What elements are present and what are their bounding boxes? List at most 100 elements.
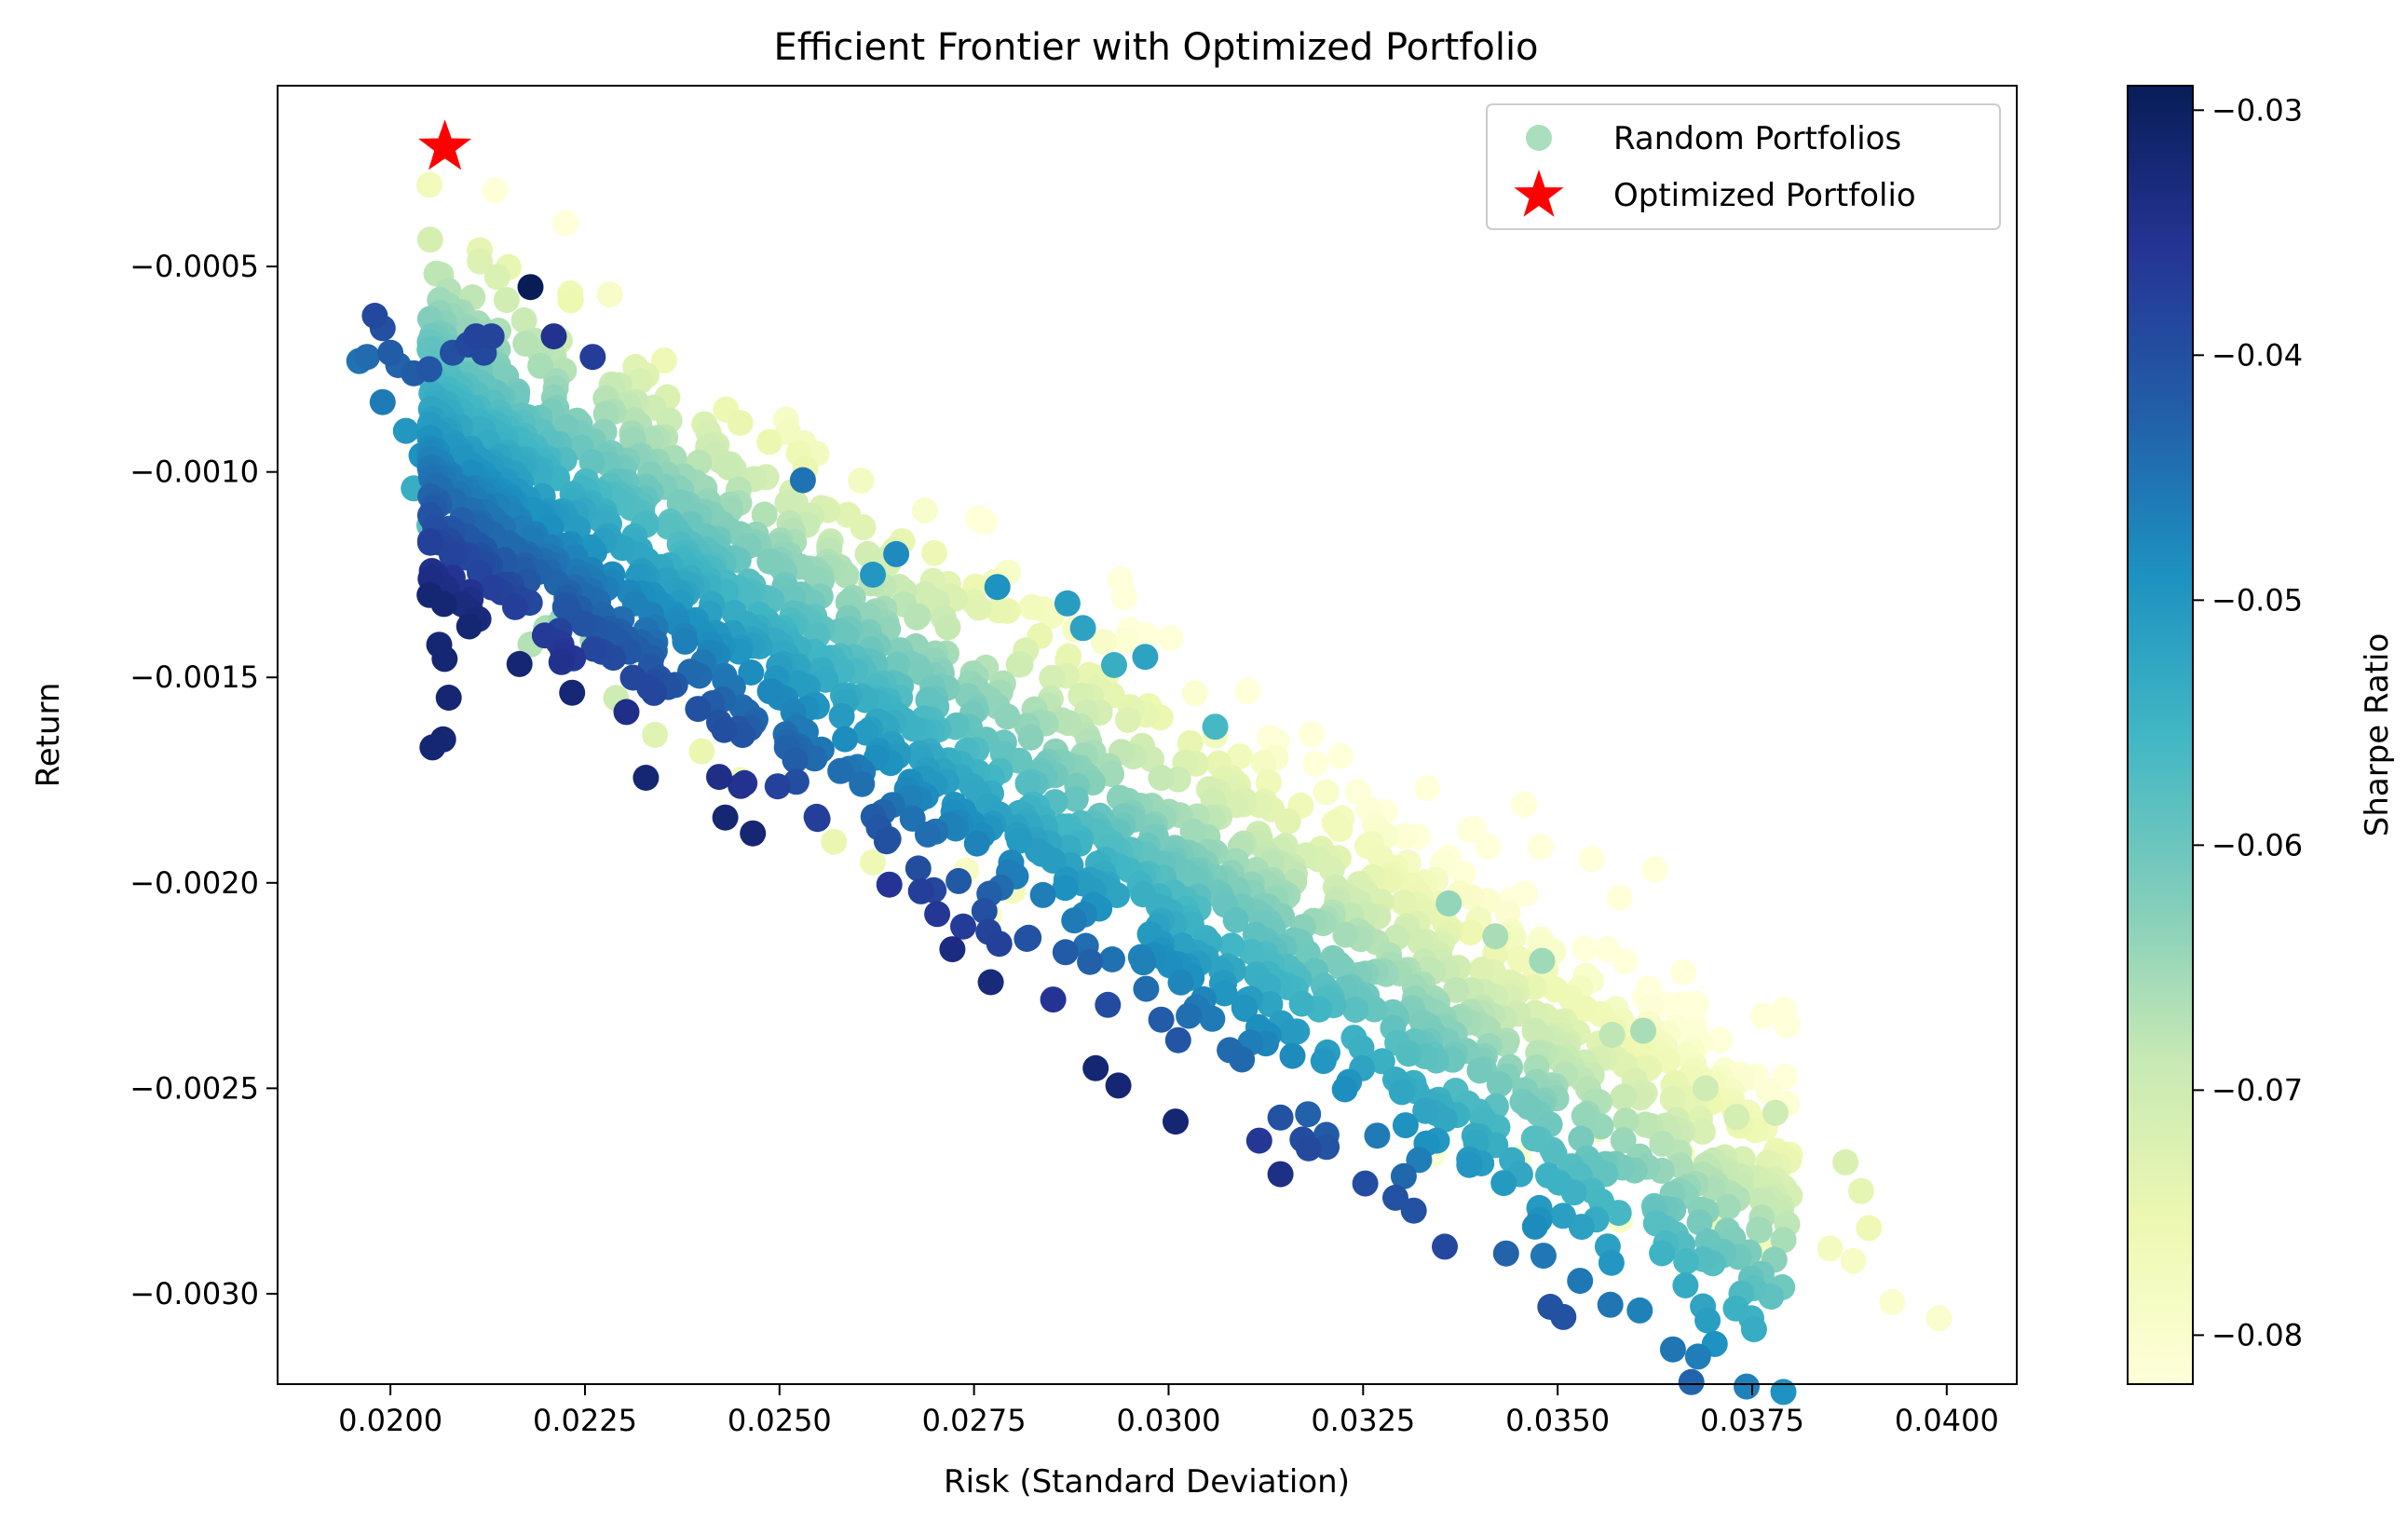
plot-area <box>346 119 1952 1406</box>
portfolio-point <box>821 828 848 855</box>
portfolio-point <box>977 969 1004 996</box>
portfolio-point <box>1390 1162 1417 1189</box>
legend-marker-optimized <box>1514 170 1564 217</box>
portfolio-point <box>467 248 494 275</box>
portfolio-point <box>1014 770 1041 796</box>
portfolio-point <box>774 489 801 516</box>
portfolio-point <box>939 936 966 963</box>
portfolio-point <box>1599 1022 1626 1048</box>
portfolio-point <box>1082 1054 1109 1081</box>
portfolio-point <box>1414 775 1441 802</box>
y-tick-label: −0.0025 <box>129 1070 259 1106</box>
portfolio-point <box>429 726 456 753</box>
portfolio-point <box>1457 919 1484 945</box>
portfolio-point <box>1530 1243 1557 1270</box>
portfolio-point <box>1715 1193 1741 1220</box>
colorbar-ticks: −0.03 −0.04 −0.05 −0.06 −0.07 −0.08 <box>2193 92 2303 1352</box>
y-axis: −0.0005 −0.0010 −0.0015 −0.0020 −0.0025 −0.00… <box>129 249 278 1311</box>
portfolio-point <box>963 830 990 857</box>
optimized-portfolio-layer <box>418 119 472 170</box>
portfolio-point <box>1229 1046 1256 1073</box>
portfolio-point <box>1606 884 1633 911</box>
portfolio-point <box>641 679 667 706</box>
portfolio-point <box>1461 815 1488 842</box>
legend-box <box>1486 103 2001 230</box>
legend-label-random: Random Portfolios <box>1613 120 1901 157</box>
portfolio-point <box>540 323 567 350</box>
y-tick-label: −0.0015 <box>129 659 259 695</box>
portfolio-point <box>1407 929 1434 956</box>
portfolio-point <box>921 539 948 566</box>
portfolio-point <box>1723 1104 1750 1131</box>
portfolio-point <box>1456 1151 1483 1178</box>
portfolio-point <box>1746 1216 1773 1243</box>
portfolio-point <box>1299 721 1326 748</box>
portfolio-point <box>377 339 404 366</box>
portfolio-point <box>1449 860 1476 887</box>
portfolio-point <box>1694 1307 1721 1334</box>
portfolio-point <box>854 540 881 567</box>
portfolio-point <box>1670 958 1697 985</box>
portfolio-point <box>1856 1215 1883 1242</box>
y-tick-label: −0.0030 <box>129 1276 259 1311</box>
portfolio-point <box>1348 1034 1375 1061</box>
portfolio-point <box>1017 724 1044 751</box>
portfolio-point <box>1707 1026 1734 1053</box>
portfolio-point <box>1506 946 1533 973</box>
portfolio-point <box>416 529 443 556</box>
portfolio-point <box>1157 624 1184 651</box>
x-tick-label: 0.0250 <box>728 1403 832 1438</box>
portfolio-point <box>1211 980 1238 1007</box>
portfolio-point <box>1179 818 1206 845</box>
portfolio-point <box>950 913 976 940</box>
portfolio-point <box>782 747 809 774</box>
y-tick-label: −0.0010 <box>129 455 259 490</box>
y-tick-label: −0.0005 <box>129 249 259 284</box>
portfolio-point <box>435 685 462 711</box>
portfolio-point <box>672 628 699 655</box>
portfolio-point <box>1516 1094 1542 1121</box>
legend-marker-random <box>1526 125 1552 151</box>
portfolio-point <box>1181 680 1208 707</box>
portfolio-point <box>482 177 509 204</box>
portfolio-point <box>1052 875 1079 902</box>
portfolio-point <box>1132 644 1159 671</box>
portfolio-point <box>1475 833 1502 860</box>
legend-label-optimized: Optimized Portfolio <box>1613 177 1916 214</box>
portfolio-point <box>1740 1316 1767 1343</box>
portfolio-point <box>1388 1079 1415 1106</box>
portfolio-point <box>1267 1104 1294 1131</box>
portfolio-point <box>1313 779 1340 806</box>
portfolio-point <box>1257 725 1284 751</box>
portfolio-point <box>1114 706 1141 733</box>
portfolio-point <box>613 699 640 726</box>
portfolio-point <box>986 931 1013 958</box>
portfolio-point <box>984 574 1011 601</box>
portfolio-point <box>1649 1130 1676 1157</box>
portfolio-point <box>1052 939 1079 966</box>
portfolio-point <box>1226 743 1253 769</box>
portfolio-point <box>479 574 506 601</box>
portfolio-point <box>1492 1240 1519 1267</box>
portfolio-point <box>1107 566 1134 593</box>
portfolio-point <box>456 613 483 640</box>
portfolio-point <box>1847 1177 1874 1204</box>
portfolio-point <box>860 849 886 876</box>
portfolio-point <box>1722 1295 1749 1322</box>
portfolio-point <box>1432 1233 1458 1260</box>
portfolio-point <box>924 901 951 928</box>
x-axis-label: Risk (Standard Deviation) <box>944 1463 1350 1501</box>
portfolio-point <box>579 344 606 371</box>
portfolio-point <box>850 514 877 541</box>
chart-title: Efficient Frontier with Optimized Portfo… <box>773 26 1538 69</box>
portfolio-point <box>1250 749 1277 776</box>
portfolio-point <box>1511 791 1538 818</box>
portfolio-point <box>1571 1103 1598 1129</box>
portfolio-point <box>1673 1248 1700 1275</box>
portfolio-point <box>756 428 782 455</box>
portfolio-point <box>1642 1210 1669 1237</box>
portfolio-point <box>570 610 597 637</box>
portfolio-point <box>510 306 537 333</box>
portfolio-point <box>1612 947 1639 974</box>
